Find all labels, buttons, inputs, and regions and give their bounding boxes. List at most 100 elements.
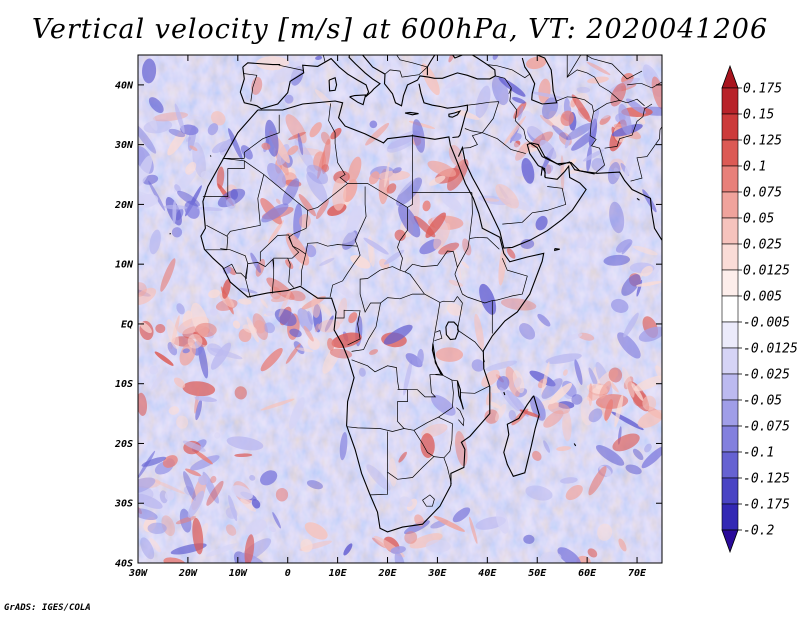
cyprus [448,110,462,118]
descent-cell [228,494,238,522]
lon-tick-label: 20E [377,568,397,579]
ascent-cell [484,409,499,424]
colorbar-label: -0.005 [743,316,790,331]
descent-cell [485,360,518,371]
descent-cell [251,498,261,509]
ascent-cell [210,111,226,126]
ascent-cell [547,402,570,415]
descent-cell [613,167,620,179]
border-iran-turkmenistan [556,96,594,112]
descent-cell [383,324,413,345]
descent-cell [346,205,363,233]
ascent-cell [300,538,313,553]
descent-cell [226,436,264,451]
ascent-cell [549,382,573,405]
ascent-cell [429,175,446,186]
descent-cell [496,508,509,534]
ascent-cell [543,410,564,428]
ascent-cell [447,159,469,191]
descent-cell [539,139,557,160]
ascent-cell [176,415,189,429]
descent-cell [297,133,304,156]
colorbar-swatch [721,165,739,193]
descent-cell [332,229,356,244]
colorbar-label: 0.005 [743,290,782,305]
border-balkans [384,55,429,78]
descent-cell [582,149,604,162]
descent-cell [267,162,287,188]
ascent-cell [500,298,537,311]
descent-cell [282,178,300,206]
descent-cell [644,443,652,453]
ascent-cell [303,325,314,342]
ascent-cell [636,281,662,287]
ascent-cell [386,183,397,194]
descent-cell [339,431,348,461]
lon-tick-label: 0 [285,568,291,579]
ascent-cell [173,377,186,388]
lon-tick-label: 30W [128,568,148,579]
descent-cell [498,77,526,97]
colorbar-swatch [721,191,739,219]
border-senegal [204,235,229,251]
border-south-africa-north [433,456,452,485]
sardinia [328,76,338,92]
ascent-cell [422,200,431,212]
descent-cell [164,491,175,501]
border-arabia-saudi-yemen [502,186,567,225]
ascent-cell [222,278,231,299]
descent-cell [268,526,277,533]
descent-cell [471,359,485,372]
ascent-cell [368,171,380,185]
cape-verde [169,232,171,235]
ascent-cell [488,401,501,409]
ascent-cell [633,375,662,392]
descent-cell [392,167,402,174]
ascent-cell [461,261,470,269]
descent-cell [571,394,583,405]
ascent-cell [251,76,263,95]
colorbar-swatch [721,269,739,297]
descent-cell [523,534,535,544]
lake-victoria [445,321,459,341]
ascent-cell [285,114,307,144]
ascent-cell [261,142,271,150]
ascent-cell [260,348,283,372]
ascent-cell [565,484,583,501]
descent-cell [245,519,267,536]
descent-cell [226,198,236,209]
colorbar-swatch [721,295,739,323]
descent-cell [610,298,629,313]
ascent-cell [599,115,611,125]
ascent-cell [348,156,362,183]
ascent-cell [256,56,290,71]
colorbar-label: -0.175 [743,498,790,513]
ascent-cell [162,455,178,468]
descent-cell [595,445,625,466]
descent-cell [249,475,256,481]
border-drc-east [351,302,442,398]
border-syria-turkey [467,101,499,106]
descent-cell [172,200,177,225]
ascent-cell [185,161,197,175]
descent-cell [525,485,553,501]
ascent-cell [155,324,166,334]
border-morocco-algeria [243,114,280,159]
ascent-cell [304,522,328,540]
ascent-cell [469,516,478,544]
ascent-cell [512,370,525,394]
ascent-cell [260,398,295,411]
ascent-cell [254,320,266,334]
ascent-cell [315,199,329,220]
border-turkmenistan-uzbek [566,69,620,101]
border-congo-drc [351,302,381,352]
border-kenya-uganda [457,296,463,330]
descent-cell [332,281,354,299]
coastlines [169,55,662,533]
arabia-coastline [457,142,662,249]
descent-cell [540,551,562,563]
border-car [359,266,426,313]
ascent-cell [398,451,407,463]
descent-cell [555,104,562,117]
border-ethiopia-somalia [454,258,528,304]
